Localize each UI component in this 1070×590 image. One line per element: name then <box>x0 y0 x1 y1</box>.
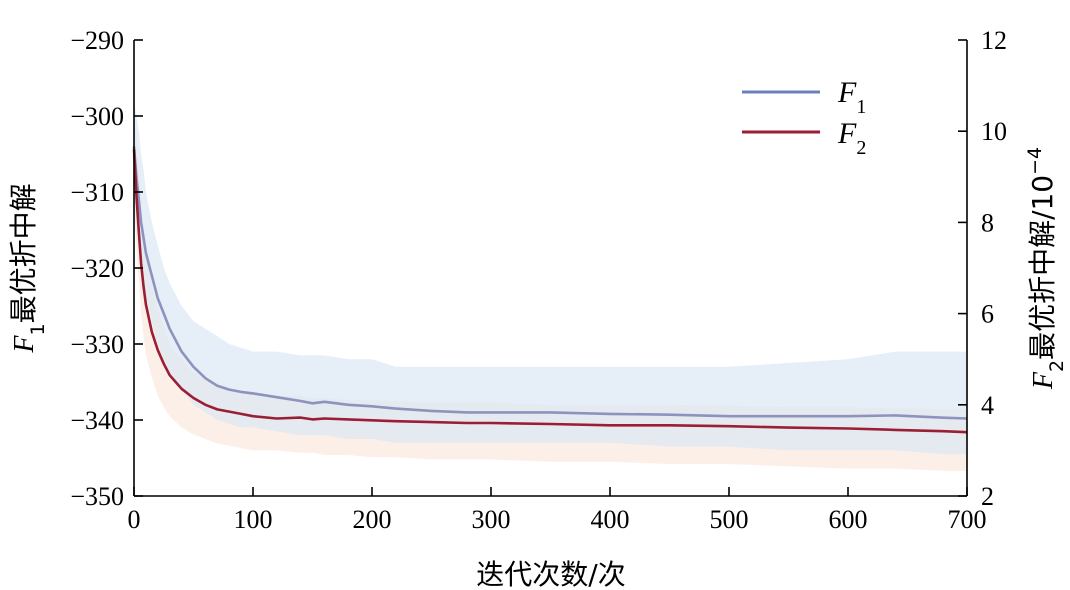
legend-f2-var: F <box>837 117 857 150</box>
x-tick-label: 0 <box>128 505 141 534</box>
x-axis-label: 迭代次数/次 <box>476 558 625 590</box>
y-right-tick-label: 10 <box>981 117 1007 146</box>
y-right-tick-label: 6 <box>981 300 994 329</box>
series-line-f1 <box>132 146 968 420</box>
y-right-tick-label: 4 <box>981 391 994 420</box>
tick-labels: 0 100 200 300 400 500 600 700 −350 −340 −330 −320 −3… <box>70 26 1007 534</box>
y-left-axis-label: F1最优折中解 <box>7 183 49 353</box>
x-tick-label: 400 <box>591 505 630 534</box>
legend-label-f2: F2 <box>837 117 866 159</box>
legend-f2-sub: 2 <box>856 137 866 159</box>
y-left-tick-label: −310 <box>70 178 124 207</box>
y-right-label-sup: −4 <box>1024 147 1046 175</box>
x-tick-label: 100 <box>234 505 273 534</box>
x-tick-label: 300 <box>472 505 511 534</box>
y-right-label-sub: 2 <box>1046 360 1068 372</box>
y-left-tick-label: −290 <box>70 26 124 55</box>
y-left-label-text: 最优折中解 <box>7 183 40 323</box>
y-right-tick-label: 2 <box>981 482 994 511</box>
y-right-axis-label: F2最优折中解/10−4 <box>1024 147 1068 390</box>
legend-f1-var: F <box>837 76 857 109</box>
y-right-label-var: F <box>1028 371 1059 390</box>
y-left-tick-label: −340 <box>70 406 124 435</box>
series-line-f2 <box>132 149 968 434</box>
legend-label-f1: F1 <box>837 76 866 118</box>
legend: F1 F2 <box>742 76 866 159</box>
uncertainty-bands <box>134 100 967 471</box>
y-left-tick-label: −350 <box>70 482 124 511</box>
y-right-tick-label: 12 <box>981 26 1007 55</box>
y-right-tick-label: 8 <box>981 208 994 237</box>
y-left-label-var: F <box>9 335 40 354</box>
y-left-tick-label: −300 <box>70 102 124 131</box>
x-tick-label: 200 <box>353 505 392 534</box>
y-right-label-text: 最优折中解/10 <box>1026 175 1059 360</box>
y-left-label-sub: 1 <box>27 323 49 335</box>
x-tick-label: 600 <box>829 505 868 534</box>
y-left-tick-label: −330 <box>70 330 124 359</box>
band-f1 <box>134 100 967 455</box>
legend-f1-sub: 1 <box>856 96 866 118</box>
x-tick-label: 700 <box>948 505 987 534</box>
axes <box>133 39 968 497</box>
series-lines <box>132 146 968 434</box>
y-left-tick-label: −320 <box>70 254 124 283</box>
x-tick-label: 500 <box>710 505 749 534</box>
